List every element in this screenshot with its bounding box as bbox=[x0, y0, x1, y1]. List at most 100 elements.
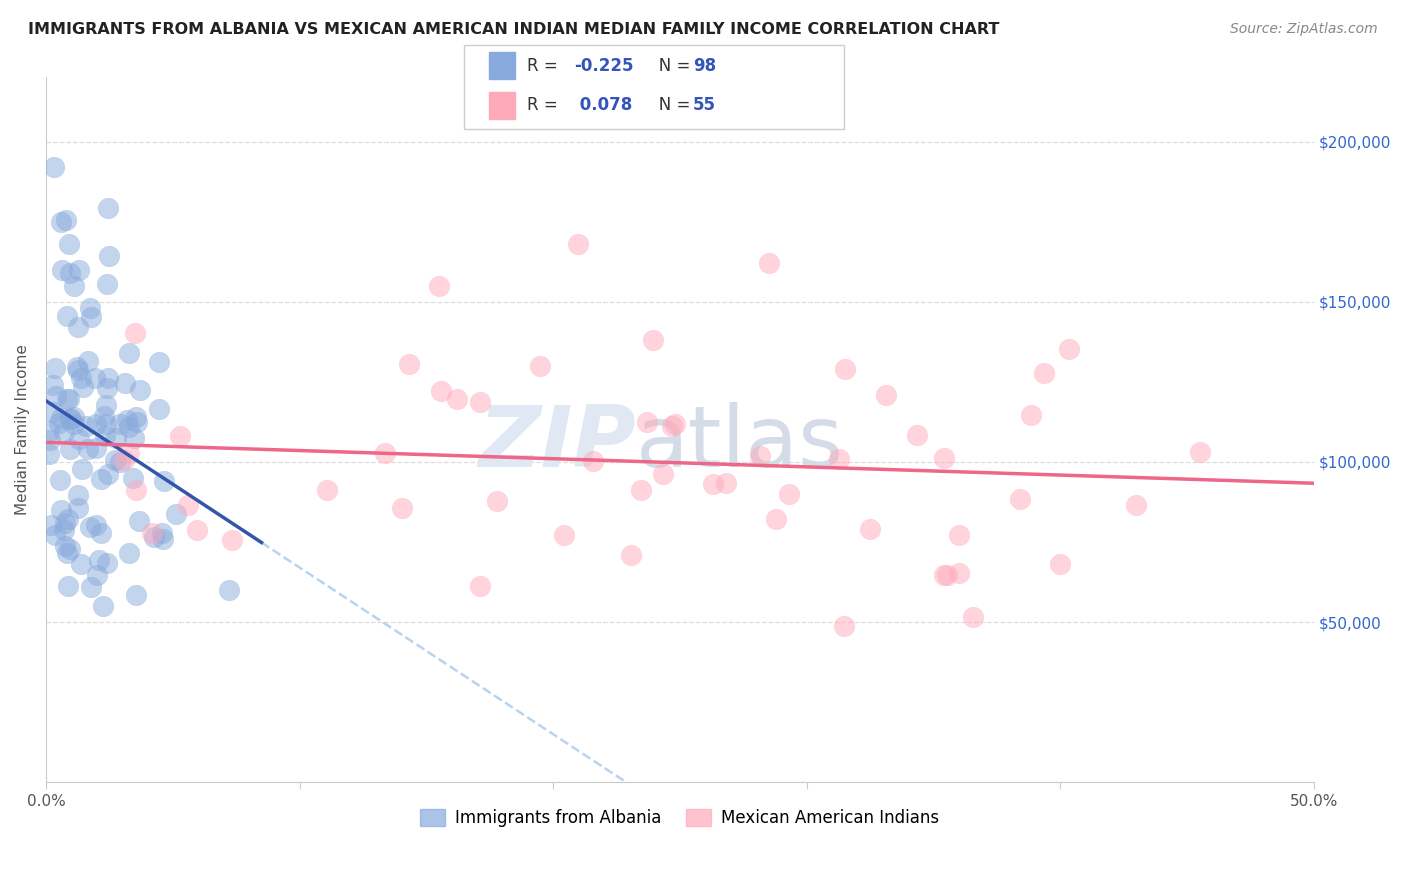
Text: 0.078: 0.078 bbox=[574, 96, 631, 114]
Point bbox=[122, 471, 145, 485]
Point bbox=[125, 588, 148, 602]
Point bbox=[581, 454, 603, 468]
Point bbox=[94, 417, 117, 432]
Point bbox=[905, 428, 928, 442]
Point bbox=[51, 214, 73, 228]
Point bbox=[97, 467, 120, 481]
Point bbox=[53, 516, 76, 530]
Point bbox=[59, 442, 82, 457]
Point bbox=[53, 425, 76, 439]
Point bbox=[148, 355, 170, 369]
Point bbox=[128, 383, 150, 397]
Point bbox=[429, 384, 451, 398]
Point bbox=[56, 546, 79, 560]
Point bbox=[962, 609, 984, 624]
Point bbox=[315, 483, 337, 497]
Point bbox=[1125, 498, 1147, 512]
Point bbox=[1057, 342, 1080, 356]
Point bbox=[67, 488, 90, 502]
Point bbox=[118, 546, 141, 560]
Point bbox=[66, 501, 89, 516]
Point bbox=[75, 419, 97, 434]
Point bbox=[49, 410, 72, 425]
Point bbox=[374, 446, 396, 460]
Point bbox=[93, 409, 115, 424]
Point bbox=[391, 500, 413, 515]
Text: IMMIGRANTS FROM ALBANIA VS MEXICAN AMERICAN INDIAN MEDIAN FAMILY INCOME CORRELAT: IMMIGRANTS FROM ALBANIA VS MEXICAN AMERI… bbox=[28, 22, 1000, 37]
Point bbox=[758, 256, 780, 270]
Point bbox=[485, 494, 508, 508]
Point bbox=[59, 266, 82, 280]
Point bbox=[58, 237, 80, 252]
Point bbox=[176, 499, 198, 513]
Text: N =: N = bbox=[643, 96, 695, 114]
Point bbox=[89, 553, 111, 567]
Point bbox=[765, 512, 787, 526]
Point bbox=[80, 580, 103, 594]
Point bbox=[49, 503, 72, 517]
Point bbox=[141, 525, 163, 540]
Point bbox=[118, 419, 141, 434]
Point bbox=[79, 301, 101, 316]
Point bbox=[567, 237, 589, 252]
Point bbox=[91, 599, 114, 614]
Point bbox=[934, 568, 956, 582]
Point bbox=[834, 361, 856, 376]
Point bbox=[620, 548, 643, 562]
Point bbox=[42, 405, 65, 419]
Point bbox=[714, 476, 737, 491]
Point bbox=[636, 415, 658, 429]
Point bbox=[104, 453, 127, 467]
Point bbox=[63, 409, 86, 424]
Point bbox=[97, 249, 120, 263]
Point bbox=[39, 518, 62, 533]
Text: ZIP: ZIP bbox=[478, 402, 636, 485]
Point bbox=[142, 530, 165, 544]
Point bbox=[398, 357, 420, 371]
Point bbox=[70, 371, 93, 385]
Point bbox=[97, 371, 120, 385]
Point bbox=[44, 527, 66, 541]
Point bbox=[66, 320, 89, 334]
Point bbox=[70, 462, 93, 476]
Point bbox=[84, 441, 107, 455]
Point bbox=[53, 539, 76, 553]
Point bbox=[97, 201, 120, 215]
Point bbox=[1049, 558, 1071, 572]
Point bbox=[125, 409, 148, 424]
Point bbox=[875, 388, 897, 402]
Point bbox=[55, 213, 77, 227]
Point bbox=[1188, 445, 1211, 459]
Point bbox=[108, 417, 131, 431]
Point bbox=[778, 486, 800, 500]
Point bbox=[112, 453, 135, 467]
Point bbox=[105, 432, 128, 446]
Point bbox=[148, 401, 170, 416]
Point bbox=[446, 392, 468, 407]
Point bbox=[529, 359, 551, 373]
Point bbox=[39, 434, 62, 448]
Point bbox=[641, 333, 664, 347]
Point bbox=[651, 467, 673, 481]
Point bbox=[218, 583, 240, 598]
Point bbox=[124, 326, 146, 341]
Point bbox=[115, 413, 138, 427]
Point bbox=[127, 416, 149, 430]
Point bbox=[96, 398, 118, 412]
Point bbox=[67, 262, 90, 277]
Point bbox=[702, 476, 724, 491]
Point bbox=[553, 528, 575, 542]
Point bbox=[828, 451, 851, 466]
Point bbox=[79, 520, 101, 534]
Point bbox=[427, 278, 450, 293]
Text: R =: R = bbox=[527, 96, 564, 114]
Point bbox=[80, 310, 103, 325]
Point bbox=[152, 474, 174, 488]
Point bbox=[169, 429, 191, 443]
Text: atlas: atlas bbox=[636, 402, 844, 485]
Point bbox=[152, 532, 174, 546]
Point bbox=[67, 432, 90, 446]
Point bbox=[118, 346, 141, 360]
Point bbox=[125, 483, 148, 497]
Point bbox=[118, 446, 141, 460]
